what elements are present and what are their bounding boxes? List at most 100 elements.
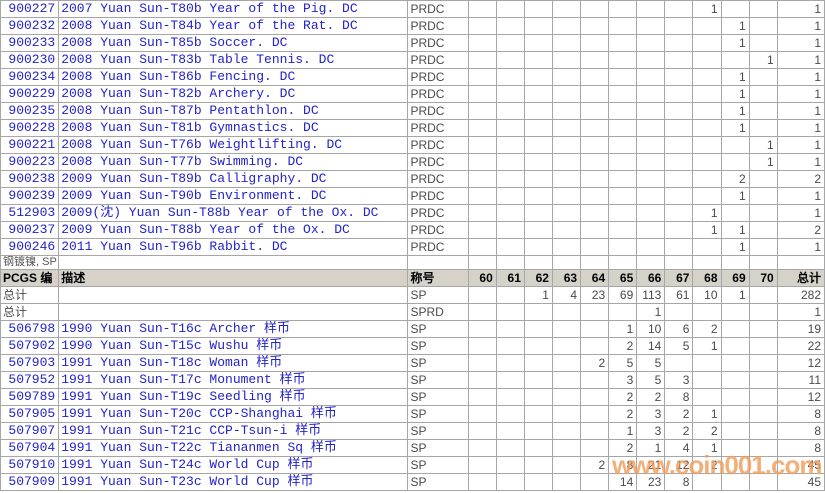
table-row: 509789 1991 Yuan Sun-T19c Seedling 样币 SP 2 2… — [0, 388, 825, 406]
coin-description-link[interactable]: 1991 Yuan Sun-T20c CCP-Shanghai 样币 — [58, 405, 409, 423]
pcgs-number-link[interactable]: 900221 — [0, 136, 60, 154]
grade-60-count-cell — [467, 0, 497, 18]
coin-description-link[interactable]: 2009 Yuan Sun-T88b Year of the Ox. DC — [58, 221, 409, 239]
pcgs-number-link[interactable]: 900228 — [0, 119, 60, 137]
grade-63-count-cell — [551, 0, 582, 18]
coin-description-link[interactable]: 2009(沈) Yuan Sun-T88b Year of the Ox. DC — [58, 204, 409, 222]
grade-68-count-cell — [692, 34, 722, 52]
grade-63-count-cell — [551, 17, 582, 35]
grade-60-count-cell — [467, 51, 497, 69]
pcgs-number-link[interactable]: 900239 — [0, 187, 60, 205]
grade-63-count-cell — [551, 456, 582, 474]
grade-68-count-cell: 1 — [692, 439, 722, 457]
pcgs-number-link[interactable]: 900233 — [0, 34, 60, 52]
coin-description-link[interactable]: 1990 Yuan Sun-T15c Wushu 样币 — [58, 337, 409, 355]
grade-70-count-cell — [748, 439, 778, 457]
coin-description-link[interactable]: 2011 Yuan Sun-T96b Rabbit. DC — [58, 238, 409, 256]
pcgs-number-link[interactable]: 507910 — [0, 456, 60, 474]
coin-description-link[interactable]: 2008 Yuan Sun-T84b Year of the Rat. DC — [58, 17, 409, 35]
coin-description-link[interactable]: 2008 Yuan Sun-T87b Pentathlon. DC — [58, 102, 409, 120]
pcgs-number-link[interactable]: 900234 — [0, 68, 60, 86]
grade-70-count-cell — [748, 221, 778, 239]
total-count-cell: 1 — [776, 102, 825, 120]
coin-description-link[interactable]: 1991 Yuan Sun-T22c Tiananmen Sq 样币 — [58, 439, 409, 457]
table-row: 900230 2008 Yuan Sun-T83b Table Tennis. D… — [0, 51, 825, 69]
grade-61-count-cell — [495, 456, 525, 474]
grade-69-count-cell — [720, 473, 750, 491]
grade-66-count-cell — [636, 17, 666, 35]
grade-61-count-cell — [495, 51, 525, 69]
coin-description-link[interactable]: 1990 Yuan Sun-T16c Archer 样币 — [58, 320, 409, 338]
grade-67-count-cell: 6 — [664, 320, 694, 338]
pcgs-number-link[interactable]: 900227 — [0, 0, 60, 18]
grade-67-count-cell: 8 — [664, 388, 694, 406]
pcgs-number-link[interactable]: 507952 — [0, 371, 60, 389]
designation-cell: SP — [407, 371, 469, 389]
designation-cell: PRDC — [407, 102, 469, 120]
grade-64-count-cell — [580, 17, 610, 35]
grade-65-count-cell — [608, 204, 638, 222]
grade-62-count-cell — [523, 405, 553, 423]
pcgs-number-link[interactable]: 507909 — [0, 473, 60, 491]
table-row: 512903 2009(沈) Yuan Sun-T88b Year of the … — [0, 204, 825, 222]
coin-description-link[interactable]: 2008 Yuan Sun-T77b Swimming. DC — [58, 153, 409, 171]
grade-67-count-cell — [664, 51, 694, 69]
coin-description-link[interactable]: 2008 Yuan Sun-T86b Fencing. DC — [58, 68, 409, 86]
coin-description-link[interactable]: 1991 Yuan Sun-T18c Woman 样币 — [58, 354, 409, 372]
coin-description-link[interactable]: 1991 Yuan Sun-T23c World Cup 样币 — [58, 473, 409, 491]
pcgs-number-link[interactable]: 507905 — [0, 405, 60, 423]
grade-65-count-cell: 1 — [608, 422, 638, 440]
header-grade-65: 65 — [608, 269, 638, 287]
header-grade-67: 67 — [664, 269, 694, 287]
grade-62-count-cell — [523, 456, 553, 474]
grade-68-count-cell — [692, 354, 722, 372]
pcgs-number-link[interactable]: 900238 — [0, 170, 60, 188]
pcgs-number-link[interactable]: 900229 — [0, 85, 60, 103]
coin-description-link[interactable]: 1991 Yuan Sun-T24c World Cup 样币 — [58, 456, 409, 474]
coin-description-link[interactable]: 2007 Yuan Sun-T80b Year of the Pig. DC — [58, 0, 409, 18]
coin-description-link[interactable]: 2008 Yuan Sun-T83b Table Tennis. DC — [58, 51, 409, 69]
grade-65-count-cell: 5 — [608, 354, 638, 372]
designation-cell: SP — [407, 337, 469, 355]
designation-cell: SP — [407, 354, 469, 372]
grade-63-count-cell — [551, 85, 582, 103]
table-row: 900246 2011 Yuan Sun-T96b Rabbit. DC PRDC 1… — [0, 238, 825, 256]
pcgs-number-link[interactable]: 900232 — [0, 17, 60, 35]
grade-70-count-cell — [748, 422, 778, 440]
header-grade-68: 68 — [692, 269, 722, 287]
pcgs-number-link[interactable]: 507902 — [0, 337, 60, 355]
pcgs-number-link[interactable]: 507903 — [0, 354, 60, 372]
coin-description-link[interactable]: 1991 Yuan Sun-T19c Seedling 样币 — [58, 388, 409, 406]
grade-60-count-cell — [467, 439, 497, 457]
section-empty-cell — [776, 255, 825, 270]
pcgs-number-link[interactable]: 507904 — [0, 439, 60, 457]
pcgs-number-link[interactable]: 900246 — [0, 238, 60, 256]
coin-description-link[interactable]: 2009 Yuan Sun-T89b Calligraphy. DC — [58, 170, 409, 188]
coin-description-link[interactable]: 2009 Yuan Sun-T90b Environment. DC — [58, 187, 409, 205]
grade-66-count-cell — [636, 85, 666, 103]
grade-66-count-cell — [636, 136, 666, 154]
grade-60-count-cell — [467, 68, 497, 86]
grade-62-count-cell — [523, 238, 553, 256]
coin-description-link[interactable]: 2008 Yuan Sun-T82b Archery. DC — [58, 85, 409, 103]
coin-description-link[interactable]: 1991 Yuan Sun-T17c Monument 样币 — [58, 371, 409, 389]
coin-description-link[interactable]: 1991 Yuan Sun-T21c CCP-Tsun-i 样币 — [58, 422, 409, 440]
grade-64-count-cell — [580, 320, 610, 338]
coin-description-link[interactable]: 2008 Yuan Sun-T85b Soccer. DC — [58, 34, 409, 52]
pcgs-number-link[interactable]: 512903 — [0, 204, 60, 222]
coin-description-link[interactable]: 2008 Yuan Sun-T76b Weightlifting. DC — [58, 136, 409, 154]
table-row: 900233 2008 Yuan Sun-T85b Soccer. DC PRDC 1… — [0, 34, 825, 52]
pcgs-number-link[interactable]: 509789 — [0, 388, 60, 406]
grade-68-count-cell: 1 — [692, 405, 722, 423]
grade-68-count-cell — [692, 388, 722, 406]
grade-62-count-cell — [523, 388, 553, 406]
pcgs-number-link[interactable]: 507907 — [0, 422, 60, 440]
coin-description-link[interactable]: 2008 Yuan Sun-T81b Gymnastics. DC — [58, 119, 409, 137]
grade-70-count-cell — [748, 119, 778, 137]
pcgs-number-link[interactable]: 900223 — [0, 153, 60, 171]
pcgs-number-link[interactable]: 506798 — [0, 320, 60, 338]
grade-60-count-cell — [467, 17, 497, 35]
pcgs-number-link[interactable]: 900237 — [0, 221, 60, 239]
pcgs-number-link[interactable]: 900230 — [0, 51, 60, 69]
pcgs-number-link[interactable]: 900235 — [0, 102, 60, 120]
